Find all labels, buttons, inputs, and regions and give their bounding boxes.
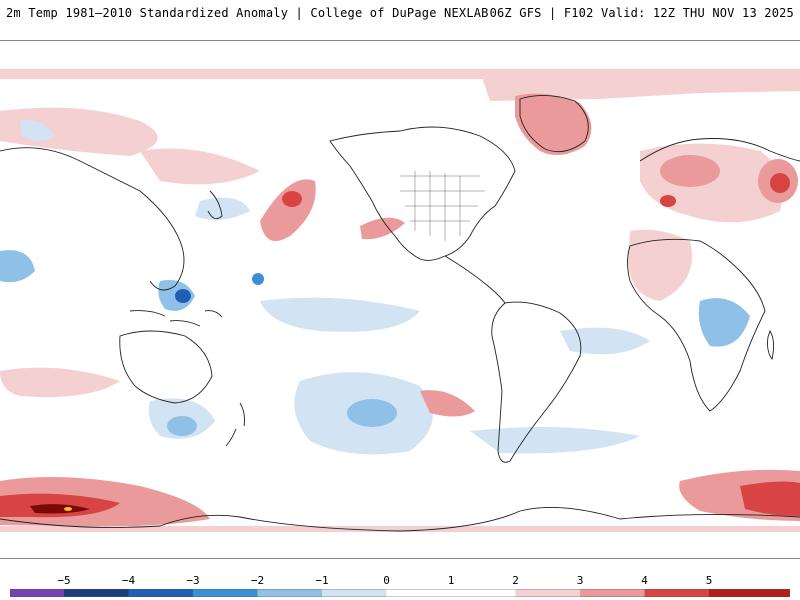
map-title: 2m Temp 1981–2010 Standardized Anomaly |… [6, 6, 489, 20]
europe-outline [639, 138, 800, 162]
siberia-warm-patch [0, 107, 158, 156]
colorbar-segments [10, 589, 790, 597]
tropical-pacific-cool-dot [252, 273, 264, 285]
madagascar-outline [767, 329, 775, 361]
colorbar-segment [128, 589, 193, 597]
maritime-continent-cold-core [175, 289, 191, 303]
colorbar [10, 589, 790, 597]
arctic-warm-band [0, 69, 800, 79]
colorbar-tick-label: −3 [186, 574, 200, 587]
iberia-hotspot [660, 195, 676, 207]
east-pacific-warm-patch [360, 217, 405, 240]
colorbar-segment [257, 589, 322, 597]
colorbar-tick-label: −1 [315, 574, 329, 587]
greenland-warm-anomaly [515, 93, 592, 155]
coastlines [0, 95, 800, 532]
indian-ocean-cool-west [0, 250, 35, 283]
russia-hotspot [770, 173, 790, 193]
east-asia-warm-patch [140, 148, 260, 185]
antarctica-extreme-warm [30, 504, 90, 514]
north-america-outline [329, 126, 516, 261]
antarctica-peak-anomaly [64, 507, 72, 511]
colorbar-segment [644, 589, 709, 597]
us-state-borders [400, 171, 485, 241]
antarctica-outline [0, 506, 800, 532]
central-pacific-cool-band [260, 297, 420, 332]
tasman-cool-core [167, 416, 197, 436]
colorbar-tick-label: 5 [705, 574, 713, 587]
colorbar-segment [386, 589, 451, 597]
antarctica-east-hot [740, 481, 800, 516]
south-atlantic-cool [560, 327, 650, 355]
south-america-outline [491, 301, 582, 463]
greenland-outline [519, 95, 589, 153]
africa-outline [627, 238, 766, 412]
arctic-warm-patch [480, 71, 800, 101]
indonesia-outline [129, 310, 223, 327]
southeast-pacific-warm [420, 390, 475, 417]
colorbar-segment [580, 589, 645, 597]
colorbar-segment [193, 589, 258, 597]
antarctic-rim [0, 526, 800, 532]
north-pacific-hotspot [282, 191, 302, 207]
colorbar-segment [709, 589, 790, 597]
colorbar-segment [515, 589, 580, 597]
colorbar-tick-label: 1 [447, 574, 455, 587]
colorbar-tick-label: −2 [250, 574, 265, 587]
world-map [0, 40, 800, 559]
colorbar-segment [10, 589, 64, 597]
east-africa-cool [698, 298, 750, 347]
colorbar-segment [322, 589, 387, 597]
north-africa-warm [628, 229, 692, 301]
colorbar-tick-label: −4 [121, 574, 136, 587]
australia-outline [119, 330, 213, 404]
anomaly-map-svg [0, 69, 800, 532]
colorbar-tick-label: 2 [512, 574, 519, 587]
model-run-label: 06Z GFS | F102 Valid: 12Z THU NOV 13 202… [489, 6, 794, 20]
central-europe-warm [660, 155, 720, 187]
pacific-cool-patch [195, 197, 250, 220]
south-pacific-cool-core [347, 399, 397, 427]
southern-ocean-cool-band [470, 427, 640, 454]
north-pacific-warm-anomaly [260, 179, 316, 241]
new-zealand-outline [225, 402, 245, 447]
colorbar-tick-label: 3 [576, 574, 584, 587]
siberia-cool-patch [20, 120, 55, 141]
colorbar-tick-label: 0 [383, 574, 390, 587]
south-indian-warm [0, 367, 120, 397]
colorbar-tick-label: 4 [641, 574, 648, 587]
japan-outline [207, 190, 223, 220]
colorbar-segment [451, 589, 516, 597]
asia-outline [0, 147, 185, 291]
colorbar-tick-label: −5 [57, 574, 71, 587]
colorbar-segment [64, 589, 129, 597]
central-america-outline [444, 255, 506, 304]
